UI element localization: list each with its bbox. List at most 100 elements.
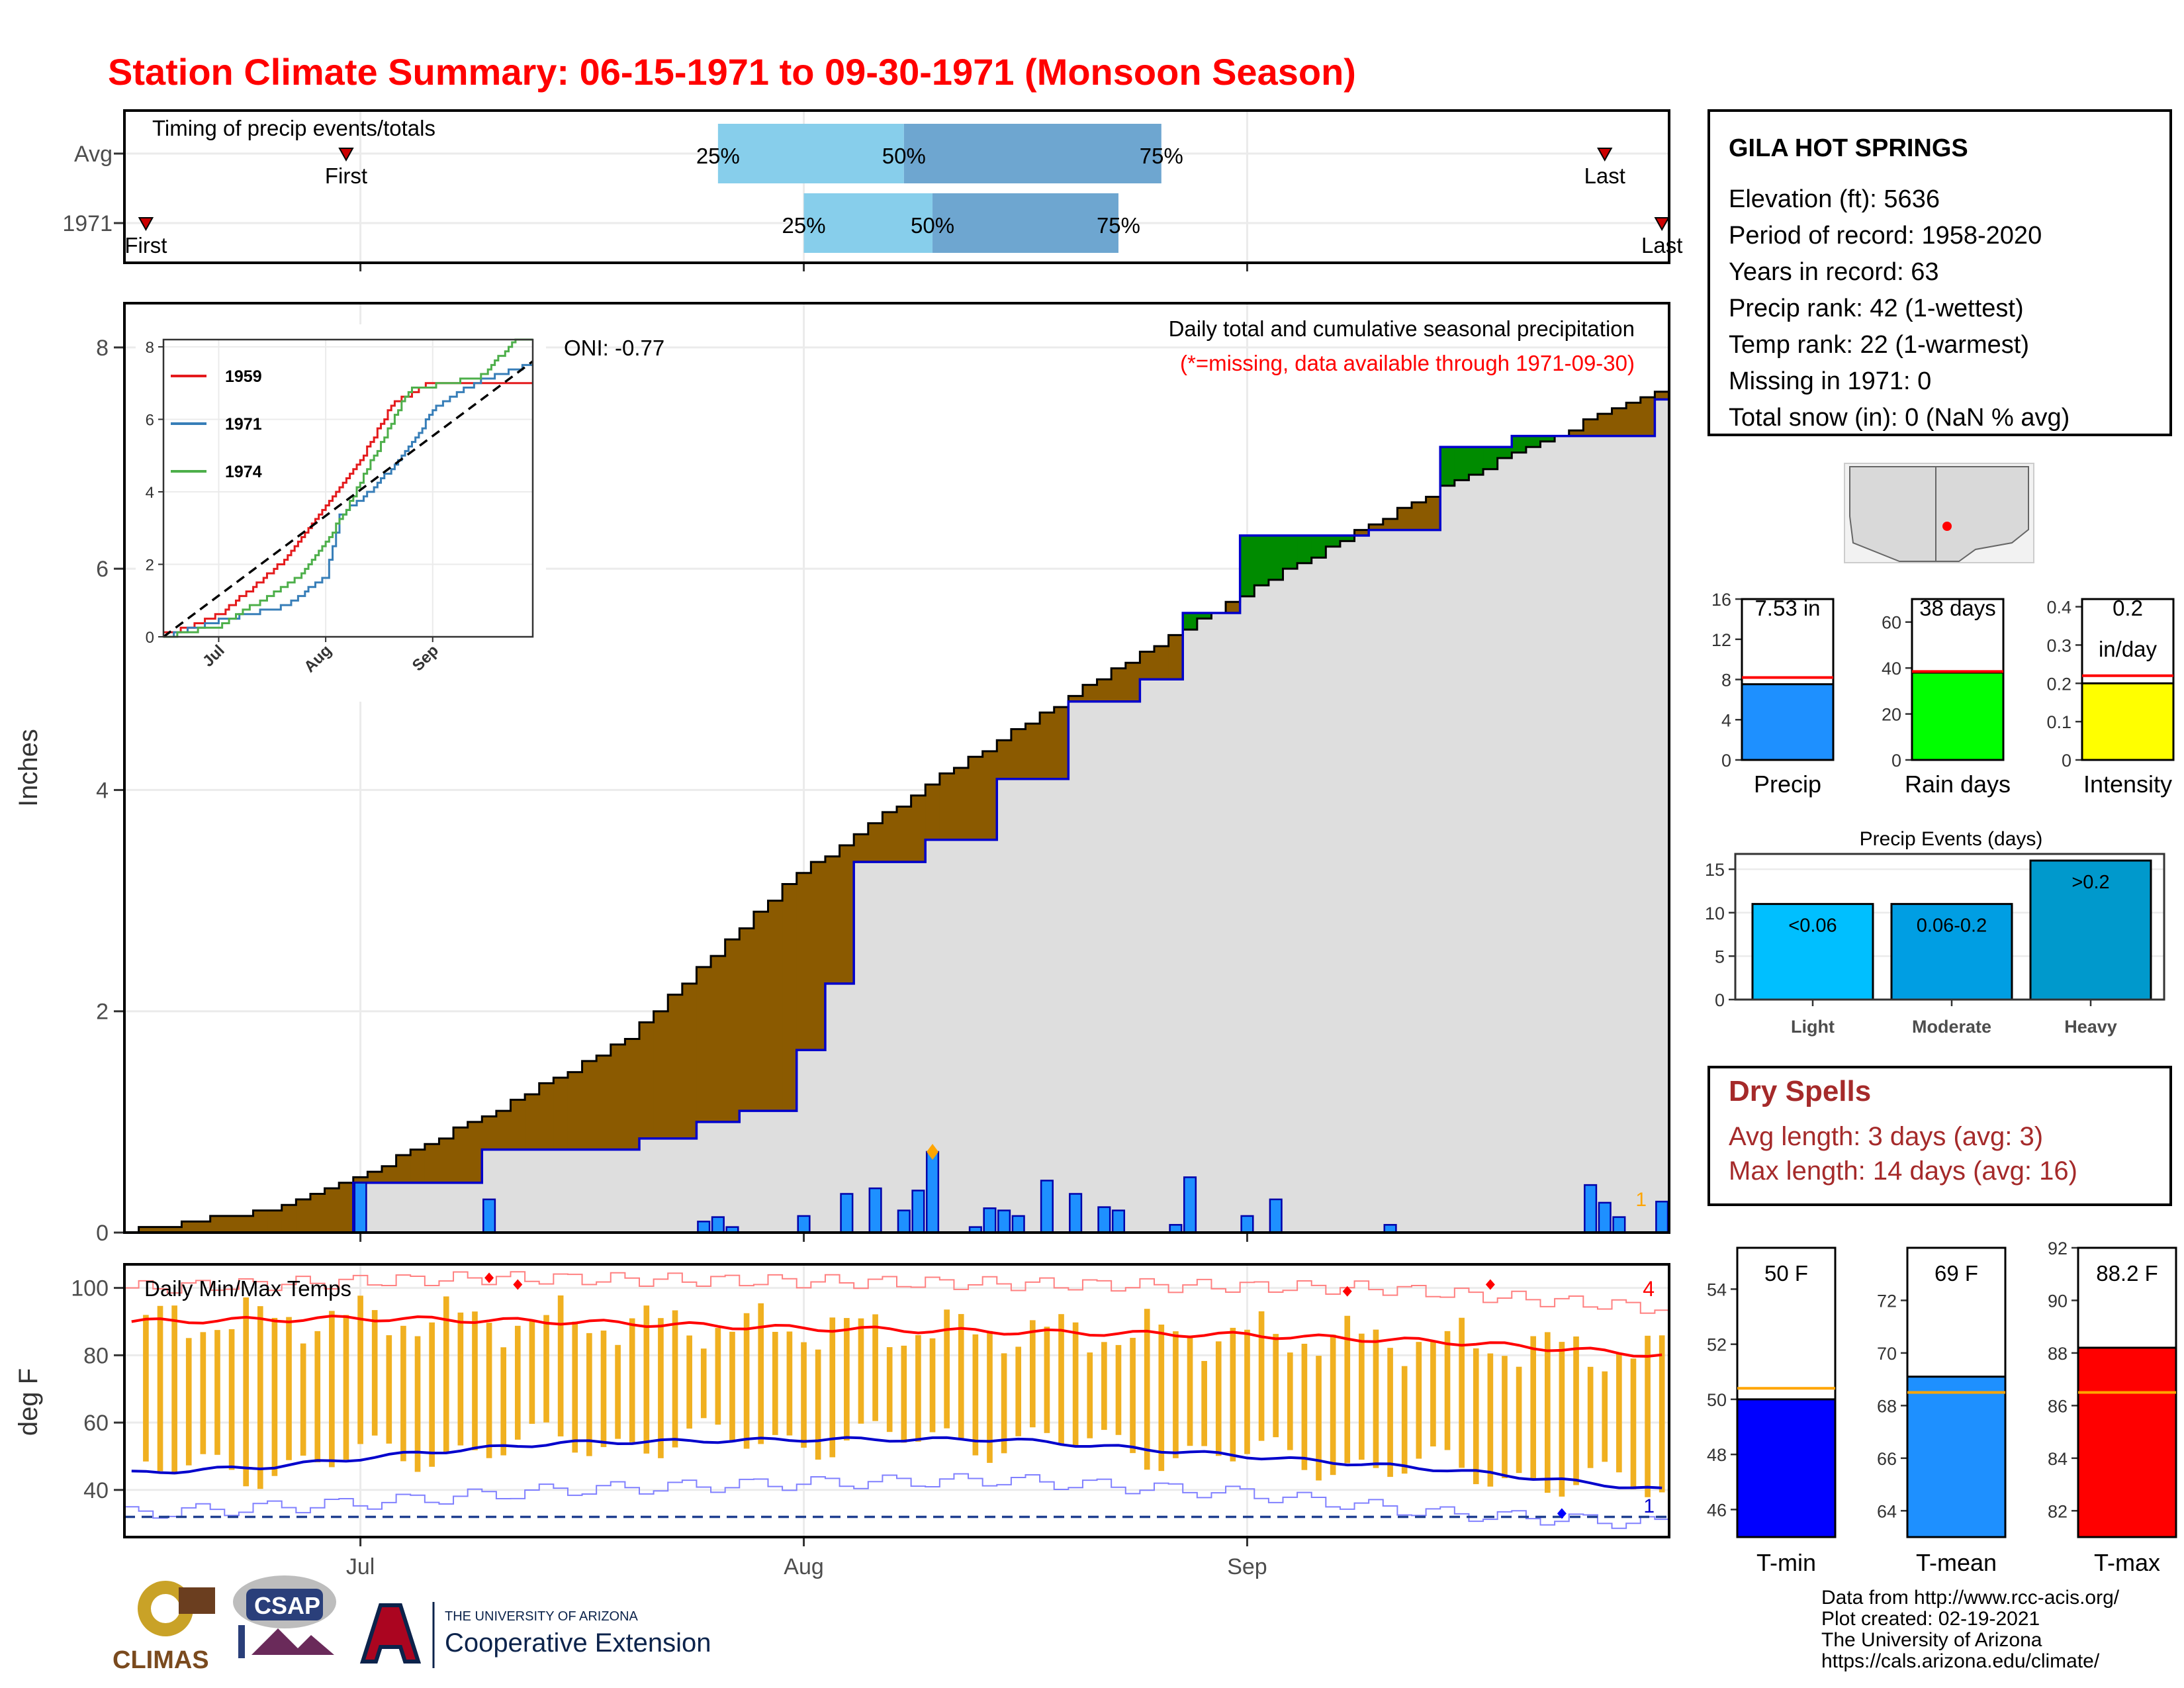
daily-temp-bar — [600, 1331, 607, 1448]
deficit-area — [854, 834, 869, 863]
cumulative-fill — [739, 1111, 754, 1233]
surplus-area — [1540, 436, 1555, 442]
temp-bar-y-tick-label: 84 — [2048, 1449, 2068, 1469]
daily-temp-bar — [615, 1344, 621, 1439]
inset-y-tick-label: 0 — [146, 629, 154, 647]
csap-logo: CSAP — [233, 1575, 336, 1658]
temps-y-tick-label: 40 — [83, 1478, 109, 1503]
deficit-area — [1597, 414, 1613, 436]
cumulative-fill — [1211, 613, 1226, 1233]
last-event-marker — [1597, 148, 1613, 162]
deficit-area — [911, 795, 926, 863]
precip-event-bar — [1890, 903, 2013, 1001]
first-event-label: First — [124, 233, 167, 258]
daily-temp-bar — [443, 1296, 449, 1453]
daily-precip-bar — [1040, 1180, 1054, 1234]
cumulative-fill — [1626, 436, 1641, 1233]
cumulative-fill — [1068, 701, 1083, 1233]
deficit-area — [811, 862, 826, 1051]
deficit-area — [753, 912, 769, 1111]
deficit-area — [1426, 496, 1441, 530]
summary-y-tick-label: 20 — [1882, 705, 1901, 725]
cumulative-fill — [954, 839, 969, 1233]
cumulative-fill — [1655, 399, 1670, 1233]
daily-temp-bar — [1144, 1309, 1150, 1470]
surplus-area — [1483, 447, 1498, 469]
cumulative-fill — [682, 1138, 698, 1233]
cumulative-fill — [525, 1149, 540, 1233]
daily-temp-bar — [1187, 1335, 1193, 1446]
surplus-area — [1197, 613, 1212, 619]
deficit-area — [453, 1127, 469, 1183]
daily-temp-bar — [1401, 1366, 1408, 1474]
cumulative-fill — [1640, 436, 1655, 1233]
timing-q75: 75% — [1097, 213, 1140, 238]
daily-temp-bar — [343, 1315, 349, 1460]
cumulative-fill — [539, 1149, 554, 1233]
daily-temp-bar — [400, 1325, 406, 1462]
deficit-area — [482, 1116, 497, 1150]
daily-temp-bar — [243, 1297, 250, 1487]
cumulative-fill — [1283, 569, 1298, 1233]
climas-logo-text: CLIMAS — [113, 1646, 209, 1674]
summary-y-tick-label: 0.3 — [2046, 635, 2071, 655]
daily-precip-bar — [1612, 1216, 1626, 1234]
summary-bar-label: Precip — [1754, 771, 1821, 798]
daily-temp-bar — [1101, 1342, 1107, 1430]
deficit-area — [1011, 729, 1026, 779]
deficit-area — [1569, 430, 1584, 436]
deficit-area — [1097, 679, 1112, 702]
deficit-area — [725, 939, 740, 1122]
cumulative-fill — [1011, 778, 1026, 1233]
daily-temp-bar — [1544, 1332, 1551, 1493]
temps-chart-title: Daily Min/Max Temps — [144, 1276, 351, 1301]
daily-temp-bar — [872, 1314, 878, 1421]
surplus-area — [1240, 536, 1255, 596]
deficit-area — [567, 1072, 583, 1150]
deficit-area — [267, 1210, 283, 1233]
cooperative-extension: Cooperative Extension — [445, 1628, 711, 1658]
events-y-tick-label: 5 — [1715, 947, 1725, 966]
deficit-area — [768, 900, 783, 1111]
inset-series-line — [163, 338, 533, 638]
cumulative-fill — [1326, 546, 1341, 1233]
cumulative-fill — [897, 862, 912, 1233]
daily-temp-bar — [1344, 1315, 1351, 1464]
deficit-area — [410, 1149, 426, 1183]
daily-temp-bar — [1273, 1334, 1279, 1438]
daily-temp-bar — [643, 1305, 650, 1454]
deficit-area — [696, 966, 711, 1122]
daily-precip-bar — [797, 1215, 811, 1234]
daily-precip-bar — [1097, 1206, 1111, 1234]
cumulative-fill — [982, 839, 997, 1233]
daily-temp-bar — [557, 1295, 564, 1436]
temp-bar-y-tick-label: 92 — [2048, 1239, 2068, 1258]
daily-temp-bar — [1316, 1356, 1322, 1481]
deficit-area — [1369, 524, 1384, 530]
deficit-area — [796, 872, 811, 1051]
first-event-marker — [338, 148, 354, 162]
deficit-area — [539, 1083, 554, 1150]
temp-bar-y-tick-label: 90 — [2048, 1291, 2068, 1311]
precip-event-range: >0.2 — [2071, 872, 2109, 893]
record-high-marker — [513, 1279, 523, 1290]
deficit-area — [1626, 402, 1641, 436]
timing-box-25-50 — [717, 124, 904, 183]
daily-temp-bar — [329, 1311, 335, 1468]
daily-temp-bar — [1459, 1317, 1465, 1468]
footer-line-2: Plot created: 02-19-2021 — [1821, 1608, 2040, 1630]
daily-temp-bar — [414, 1336, 421, 1472]
daily-temp-bar — [1645, 1335, 1651, 1497]
cumulative-fill — [1125, 701, 1140, 1233]
cumulative-fill — [1440, 485, 1455, 1233]
daily-temp-bar — [729, 1331, 735, 1440]
daily-temp-bar — [972, 1334, 979, 1456]
daily-precip-bar — [840, 1193, 854, 1234]
cumulative-fill — [439, 1182, 454, 1233]
deficit-area — [439, 1138, 454, 1183]
daily-temp-bar — [1287, 1352, 1293, 1450]
cumulative-fill — [1369, 530, 1384, 1233]
deficit-area — [1140, 651, 1155, 680]
temp-bar-y-tick-label: 82 — [2048, 1501, 2068, 1521]
surplus-area — [1311, 536, 1326, 558]
